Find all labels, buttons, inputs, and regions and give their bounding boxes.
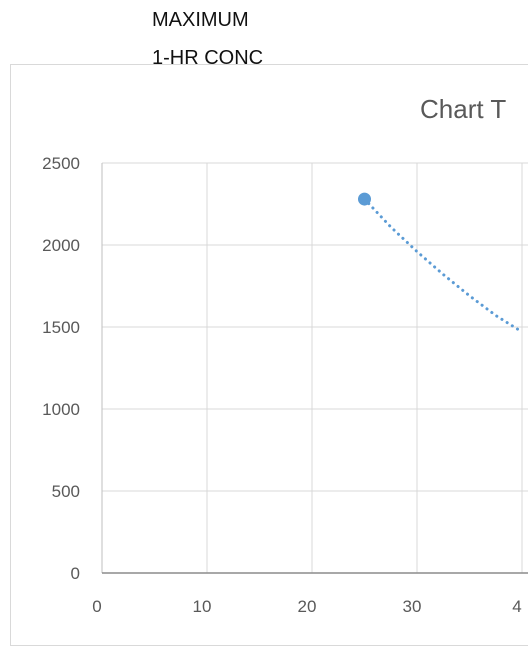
header-label-line1: MAXIMUM: [152, 9, 249, 31]
chart-area: [10, 64, 528, 646]
y-tick-label-0: 0: [71, 564, 80, 583]
y-tick-label-1500: 1500: [42, 318, 80, 337]
header-label-line2: 1-HR CONC: [152, 47, 264, 64]
chart-y-tick-labels: 0 500 1000 1500 2000 2500: [42, 154, 80, 583]
chart-axis: [101, 163, 528, 574]
x-tick-label-30: 30: [403, 597, 422, 616]
chart-trendline: [363, 197, 524, 334]
chart-svg: 0 500 1000 1500 2000 2500 0 10 20 30 4 Chart T: [42, 94, 528, 616]
y-tick-label-2500: 2500: [42, 154, 80, 173]
y-tick-label-1000: 1000: [42, 400, 80, 419]
x-tick-label-40: 4: [512, 597, 521, 616]
data-point-0-0: [358, 192, 371, 206]
chart-x-tick-labels: 0 10 20 30 4: [92, 597, 521, 616]
y-tick-label-2000: 2000: [42, 236, 80, 255]
x-tick-label-0: 0: [92, 597, 101, 616]
x-tick-label-10: 10: [193, 597, 212, 616]
chart-gridlines: [102, 162, 528, 573]
trendline: [363, 197, 524, 334]
y-tick-label-500: 500: [52, 482, 80, 501]
x-tick-label-20: 20: [298, 597, 317, 616]
chart-points: [358, 192, 371, 206]
chart-title: Chart T: [420, 94, 506, 124]
